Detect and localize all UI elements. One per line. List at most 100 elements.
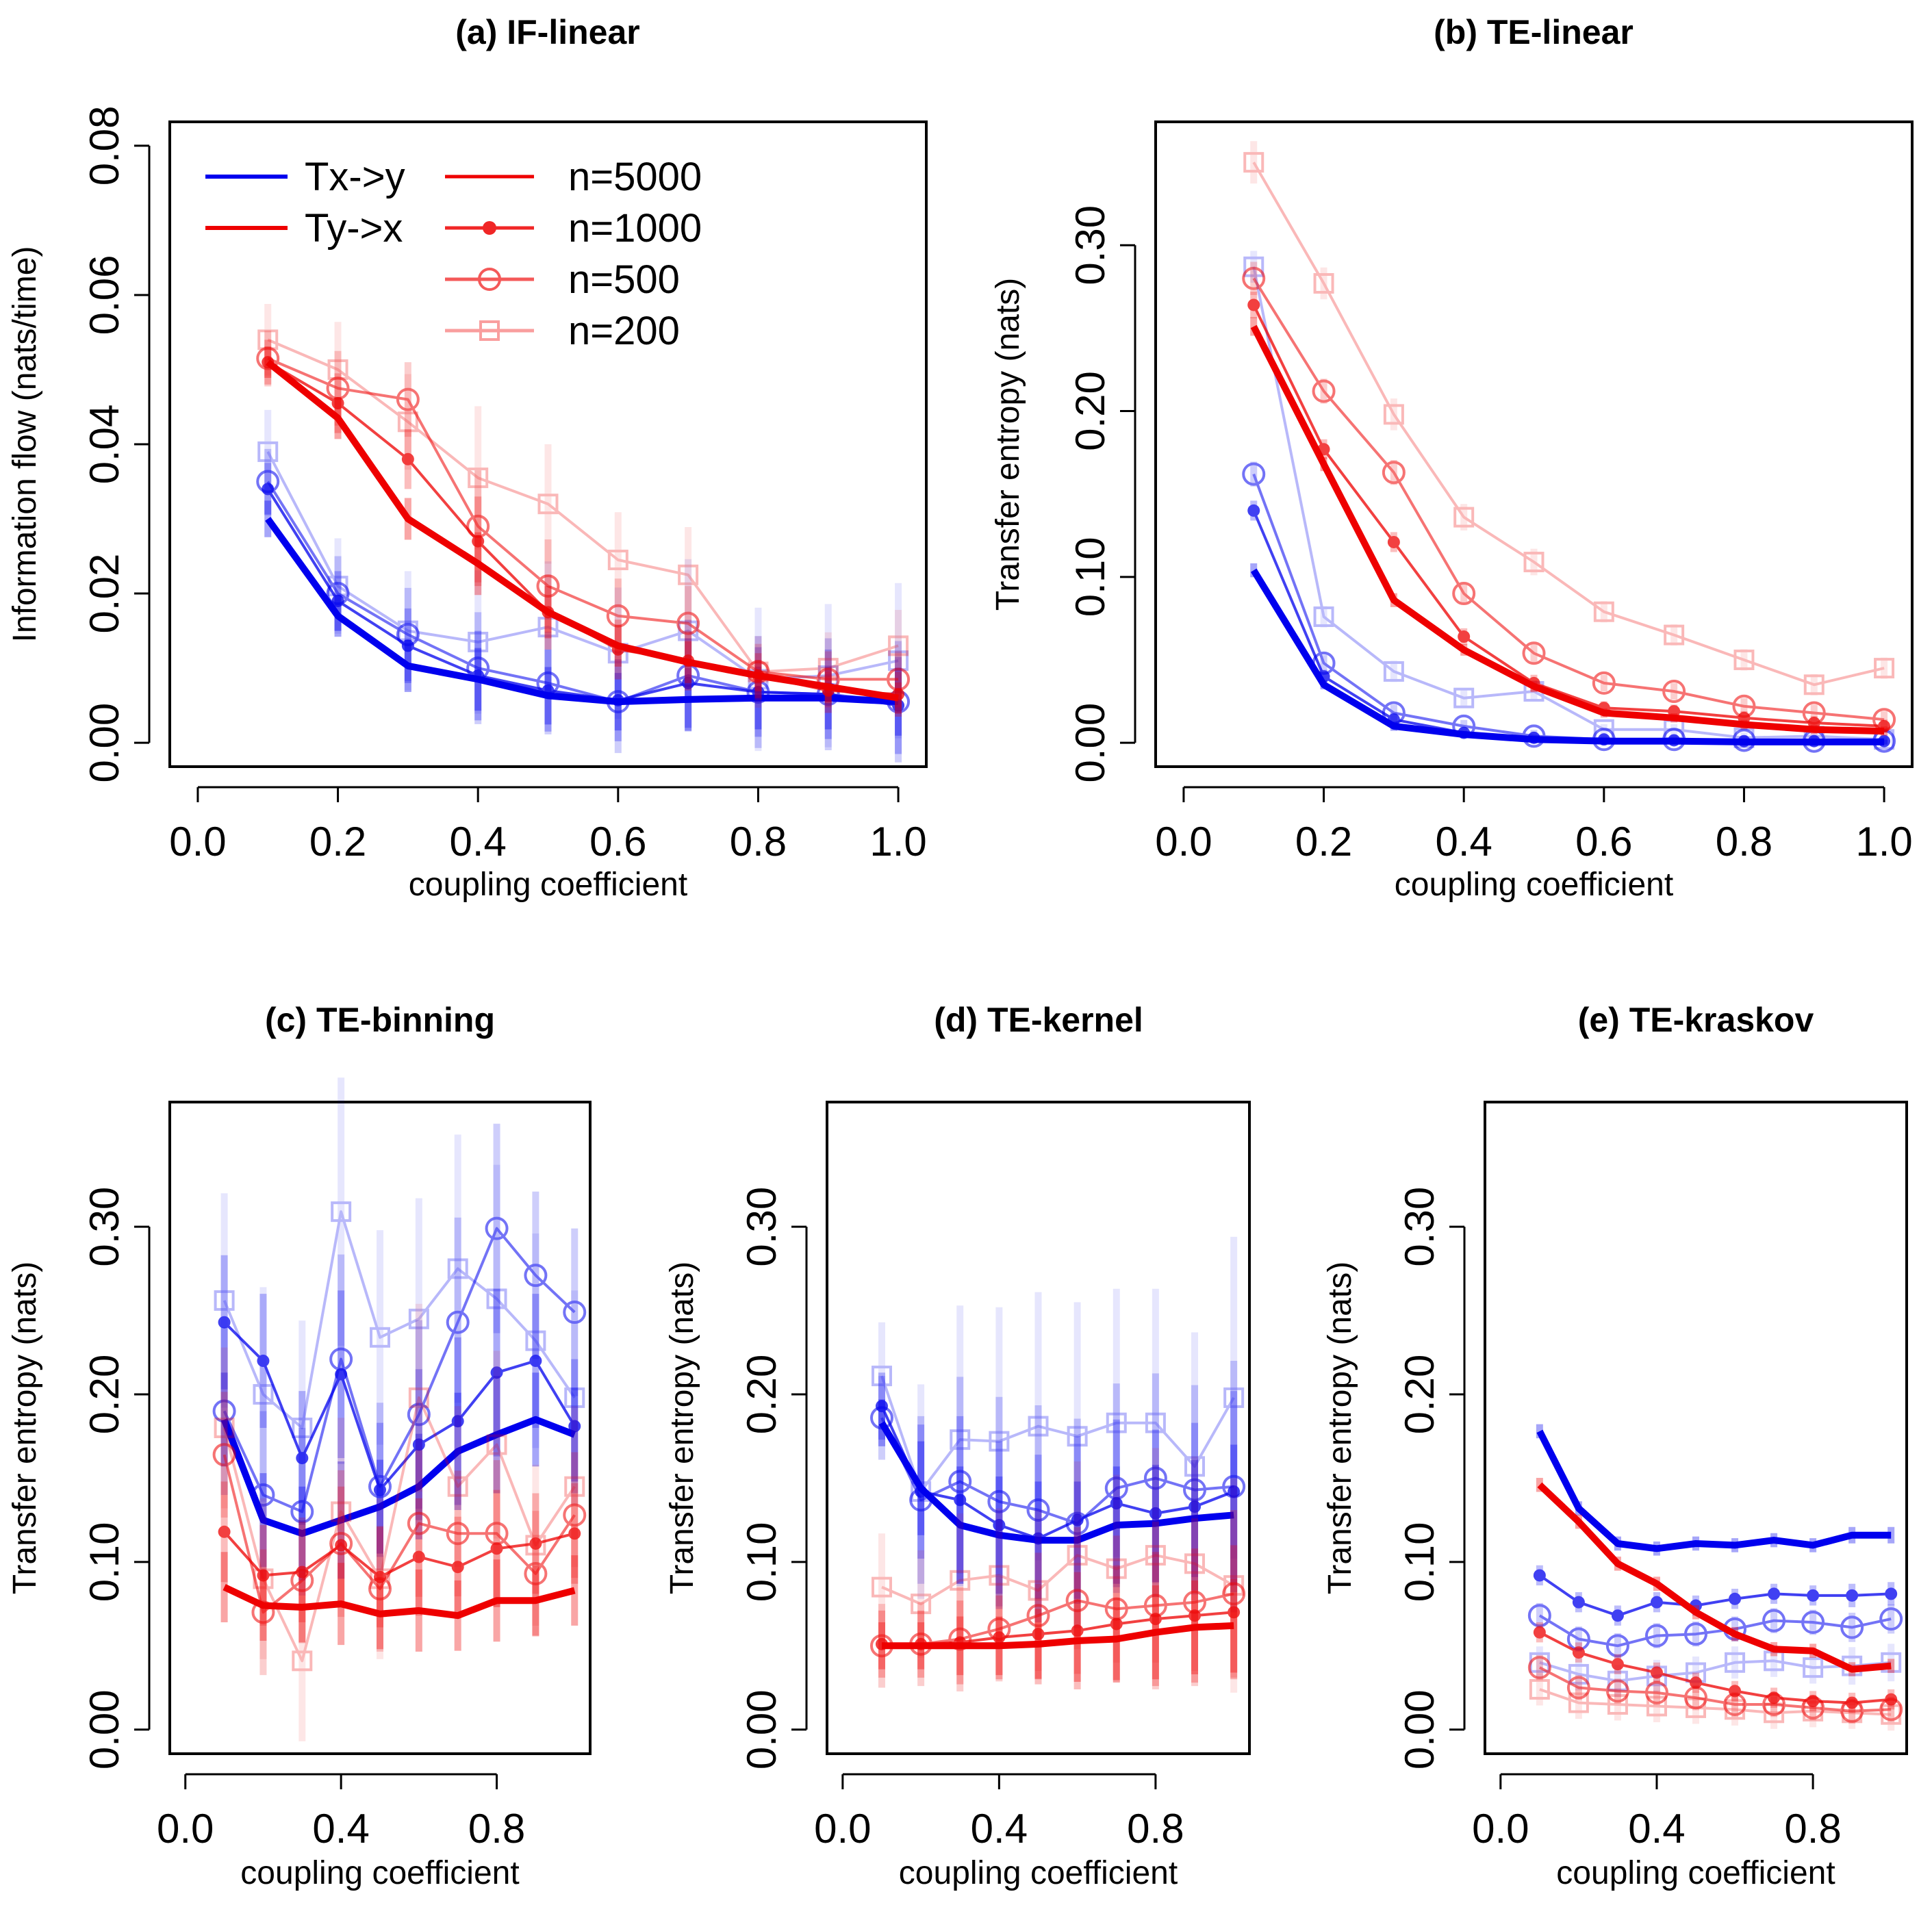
data-point	[563, 1301, 587, 1325]
data-point	[1566, 1676, 1590, 1700]
series-tx_y-3	[214, 1077, 585, 1535]
data-point	[472, 535, 485, 548]
series-line	[881, 1592, 1234, 1648]
data-point	[563, 1503, 587, 1527]
data-point	[1184, 1553, 1206, 1574]
data-point	[1879, 1607, 1903, 1631]
y-tick-label: 0.30	[1067, 205, 1113, 285]
data-point	[407, 1403, 431, 1427]
series-line	[223, 1396, 576, 1663]
series-line	[223, 1584, 576, 1620]
data-point	[993, 1519, 1006, 1532]
data-point	[335, 1368, 348, 1381]
series-tx_y-0	[878, 1399, 1238, 1599]
data-point	[335, 1539, 348, 1552]
data-point	[1527, 1656, 1551, 1680]
series-line	[1538, 1574, 1892, 1617]
data-point	[1247, 504, 1260, 517]
series-tx_y-0	[220, 1372, 579, 1581]
data-point	[490, 1366, 503, 1379]
x-tick-label: 0.6	[1575, 819, 1632, 865]
data-point	[871, 1366, 892, 1387]
x-tick-label: 0.0	[169, 819, 226, 865]
data-point	[1143, 1466, 1167, 1490]
series-tx_y-1	[218, 1255, 581, 1557]
data-point	[1533, 1626, 1546, 1639]
data-point	[1028, 1416, 1049, 1437]
data-point	[1026, 1604, 1050, 1628]
x-tick-label: 0.2	[1295, 819, 1352, 865]
y-axis-label: Transfer entropy (nats)	[1322, 1262, 1358, 1594]
data-point	[948, 1470, 972, 1494]
data-point	[1650, 1666, 1663, 1679]
data-point	[292, 1418, 313, 1438]
data-point	[1725, 1652, 1746, 1673]
data-point	[911, 1594, 932, 1615]
data-point	[1149, 1613, 1162, 1626]
data-point	[1106, 1558, 1127, 1579]
y-tick-label: 0.02	[81, 554, 127, 634]
y-tick-label: 0.10	[1067, 537, 1113, 617]
data-point	[606, 604, 630, 628]
data-point	[296, 1565, 309, 1578]
data-point	[1803, 1657, 1824, 1678]
data-point	[370, 1327, 390, 1348]
data-point	[529, 1355, 542, 1368]
data-point	[568, 1420, 581, 1433]
panel-title: (c) TE-binning	[265, 1001, 495, 1039]
series-line	[881, 1554, 1235, 1606]
data-point	[1453, 507, 1475, 528]
data-point	[676, 611, 700, 635]
data-point	[1149, 1507, 1162, 1520]
data-point	[1026, 1498, 1050, 1522]
series-line	[1252, 277, 1885, 721]
data-point	[447, 1476, 468, 1497]
series-line	[223, 1454, 576, 1614]
series-ty_x-0	[220, 1552, 579, 1652]
data-point	[412, 1438, 425, 1451]
data-point	[374, 1483, 386, 1496]
data-point	[368, 1474, 392, 1498]
data-point	[1762, 1609, 1786, 1633]
data-point	[407, 1511, 431, 1535]
data-point	[1242, 462, 1266, 486]
data-point	[1846, 1589, 1859, 1602]
data-point	[1312, 379, 1336, 403]
series-line	[1250, 568, 1885, 745]
data-point	[1690, 1676, 1702, 1689]
legend-label: Ty->x	[305, 206, 403, 251]
series-ty_x-0	[264, 346, 902, 714]
y-axis-label: Transfer entropy (nats)	[664, 1262, 700, 1594]
data-point	[1523, 552, 1545, 573]
series-line	[1252, 266, 1885, 741]
data-point	[1885, 1587, 1898, 1600]
x-tick-label: 0.8	[1716, 819, 1772, 865]
data-point	[257, 1569, 270, 1582]
series-line	[223, 1227, 576, 1513]
data-point	[1650, 1596, 1663, 1609]
plot-frame	[168, 1101, 592, 1755]
series-ty_x-1	[1533, 1622, 1898, 1713]
data-point	[451, 1415, 464, 1428]
series-tx_y-1	[1533, 1565, 1898, 1626]
x-tick-label: 0.4	[449, 819, 506, 865]
plot-frame	[826, 1101, 1251, 1755]
data-point	[446, 1310, 470, 1334]
data-point	[290, 1500, 314, 1524]
data-point	[1189, 1609, 1202, 1622]
series-line	[882, 1622, 1234, 1650]
legend-entry	[445, 221, 534, 235]
y-tick-label: 0.30	[1397, 1187, 1442, 1267]
data-point	[1593, 601, 1614, 622]
y-tick-label: 0.00	[81, 1689, 127, 1769]
data-point	[1646, 1696, 1667, 1717]
series-ty_x-2	[1242, 261, 1896, 732]
y-axis-label: Transfer entropy (nats)	[7, 1262, 43, 1594]
data-point	[397, 411, 418, 433]
data-point	[1145, 1545, 1166, 1566]
data-point	[1846, 1696, 1859, 1709]
data-point	[682, 676, 695, 689]
data-point	[987, 1489, 1011, 1513]
data-point	[950, 1570, 971, 1591]
